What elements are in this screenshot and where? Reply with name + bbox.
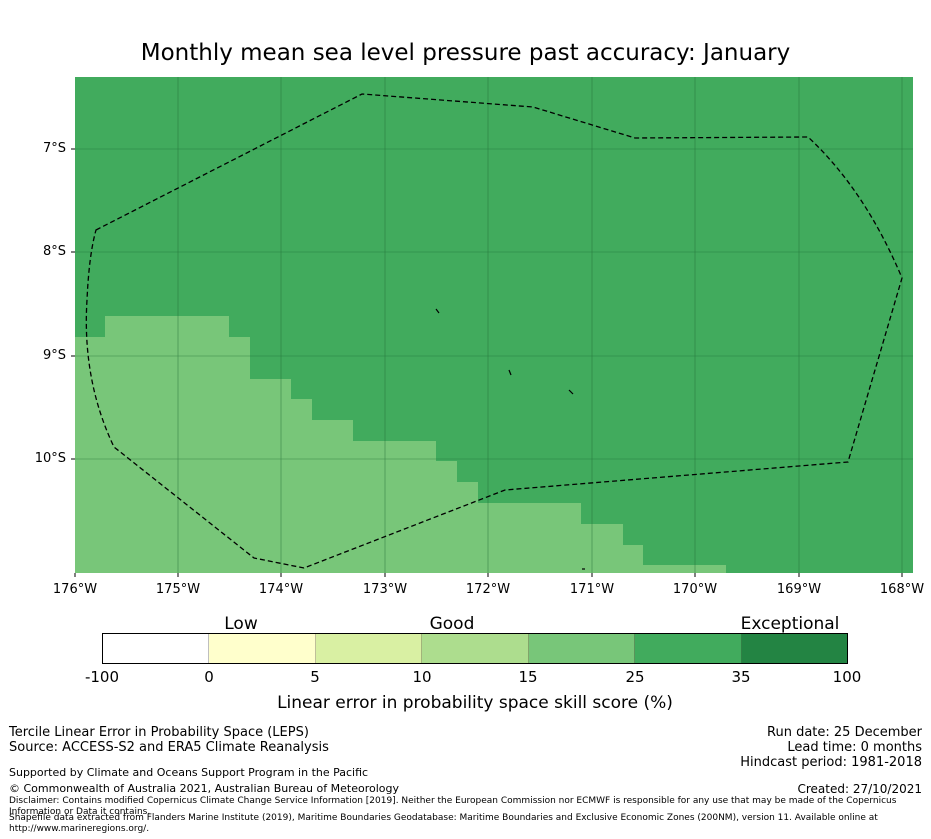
low-skill-region (75, 316, 726, 573)
colorbar (102, 633, 848, 664)
colorbar-tick: -100 (84, 668, 120, 686)
colorbar-tick: 5 (310, 668, 320, 686)
footer-copyright: © Commonwealth of Australia 2021, Austra… (9, 782, 399, 795)
colorbar-tick: 35 (731, 668, 751, 686)
colorbar-tick: 15 (518, 668, 538, 686)
colorbar-segment (741, 634, 847, 663)
footer-source: Source: ACCESS-S2 and ERA5 Climate Reana… (9, 740, 329, 755)
legend-category-good: Good (429, 614, 475, 634)
island (568, 389, 574, 395)
lat-label: 10°S (34, 451, 66, 466)
colorbar-tick: 0 (204, 668, 214, 686)
footer-lead-time: Lead time: 0 months (787, 740, 922, 755)
eez-boundary (85, 93, 903, 569)
colorbar-segment (315, 634, 423, 663)
footer-support: Supported by Climate and Oceans Support … (9, 766, 369, 779)
colorbar-tick: 25 (625, 668, 645, 686)
footer-method: Tercile Linear Error in Probability Spac… (9, 725, 309, 740)
colorbar-tick: 10 (412, 668, 432, 686)
lon-label: 172°W (465, 582, 511, 597)
colorbar-title: Linear error in probability space skill … (277, 693, 673, 713)
lon-label: 175°W (155, 582, 201, 597)
lon-label: 171°W (569, 582, 615, 597)
legend-category-exceptional: Exceptional (740, 614, 840, 634)
lat-label: 7°S (42, 141, 66, 156)
map-grid (75, 77, 913, 573)
legend-category-low: Low (224, 614, 258, 634)
lon-label: 168°W (879, 582, 925, 597)
lon-label: 174°W (258, 582, 304, 597)
island (508, 369, 512, 376)
lon-label: 170°W (672, 582, 718, 597)
lon-label: 173°W (362, 582, 408, 597)
islands (435, 308, 585, 570)
chart-title: Monthly mean sea level pressure past acc… (140, 40, 791, 66)
colorbar-segment (209, 634, 316, 663)
footer-shapefile: Shapefile data extracted from Flanders M… (9, 813, 878, 834)
colorbar-segment (422, 634, 529, 663)
island (435, 308, 440, 314)
lon-label: 176°W (52, 582, 98, 597)
colorbar-segment (635, 634, 742, 663)
footer-run-date: Run date: 25 December (767, 725, 922, 740)
footer-created: Created: 27/10/2021 (797, 782, 922, 796)
lat-label: 9°S (42, 348, 66, 363)
footer-hindcast: Hindcast period: 1981-2018 (740, 755, 922, 770)
colorbar-segment (103, 634, 210, 663)
lat-label: 8°S (42, 244, 66, 259)
footer-disclaimer: Disclaimer: Contains modified Copernicus… (9, 796, 897, 817)
colorbar-segment (528, 634, 636, 663)
colorbar-tick: 100 (832, 668, 862, 686)
lon-label: 169°W (776, 582, 822, 597)
